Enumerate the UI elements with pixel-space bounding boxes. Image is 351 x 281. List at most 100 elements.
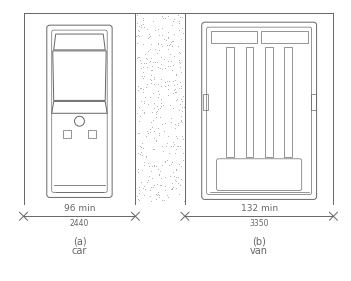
Point [179,117,184,122]
Point [149,164,155,169]
Point [155,126,160,131]
Point [147,46,152,51]
Point [155,40,161,45]
Point [152,82,157,87]
Point [180,158,186,162]
Point [171,31,177,36]
Point [145,64,150,69]
Point [160,149,165,153]
Point [171,83,177,87]
Point [156,91,162,96]
Point [147,130,152,135]
Point [141,110,147,114]
Point [152,47,158,51]
Point [136,55,142,60]
Point [153,139,158,143]
Point [145,102,151,107]
Point [152,164,157,169]
Point [148,120,153,124]
Point [135,88,140,92]
Point [178,84,184,89]
Point [163,160,168,164]
Point [164,144,169,148]
Point [149,64,155,68]
Point [141,90,146,95]
Point [135,83,140,88]
Point [140,107,145,112]
Point [135,150,141,155]
Point [143,133,149,138]
Point [174,97,179,102]
Point [178,119,184,123]
Point [178,36,184,41]
Point [159,44,165,48]
Point [177,183,183,187]
Point [139,144,144,149]
Point [152,28,157,32]
Point [153,138,159,143]
Point [135,167,141,171]
Point [136,198,141,203]
Point [151,183,157,188]
Point [177,58,182,63]
Point [147,188,152,193]
Point [175,13,181,17]
Bar [203,94,208,110]
Point [159,198,165,202]
Point [166,58,171,63]
Point [179,120,185,124]
Point [134,21,140,25]
Point [140,65,146,69]
Bar [261,31,308,43]
Point [171,91,176,96]
Point [134,41,140,46]
Point [173,146,179,151]
Point [180,136,186,141]
Point [163,120,168,125]
Point [172,54,177,58]
Point [151,75,157,80]
Text: 132 min: 132 min [240,204,278,213]
Point [176,108,182,112]
Point [176,21,181,26]
Point [171,141,176,146]
Point [148,77,154,82]
Point [176,86,181,90]
Point [151,60,156,65]
Point [143,60,148,65]
Point [154,182,159,186]
Point [157,48,162,53]
Point [151,129,156,133]
Point [137,131,142,135]
Point [162,80,168,84]
Point [141,193,147,197]
Point [172,126,178,130]
Point [171,17,177,22]
Point [135,55,141,59]
Point [171,39,176,43]
Point [147,194,153,198]
Point [155,82,161,86]
Point [165,14,170,19]
Point [175,122,180,127]
Point [136,191,142,195]
Point [137,191,142,196]
Point [157,106,163,110]
Point [145,36,151,41]
Point [143,56,148,60]
Point [164,141,170,145]
Point [168,52,173,56]
Point [174,144,180,148]
Point [166,43,172,47]
Point [150,118,155,122]
Point [156,33,162,38]
Point [157,193,162,197]
Point [155,64,161,69]
Point [148,73,153,78]
Point [173,90,178,94]
Point [167,78,172,83]
Point [172,122,178,127]
Point [136,24,142,28]
Point [155,89,161,93]
Point [162,80,168,84]
